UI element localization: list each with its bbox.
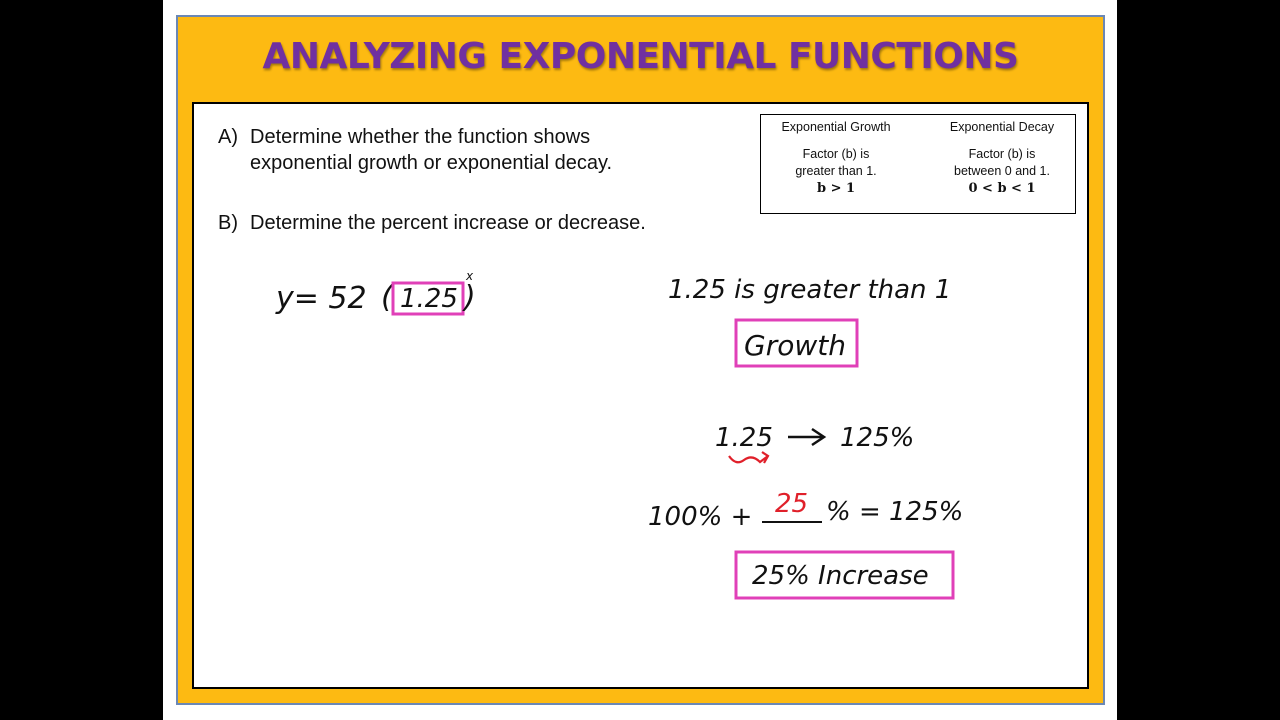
close-paren: ) — [462, 280, 476, 315]
equation-base: 1.25 — [400, 284, 458, 314]
reference-growth-rule: b > 1 — [816, 181, 856, 196]
reference-decay: Exponential Decay Factor (b) is between … — [927, 119, 1077, 197]
reference-box: Exponential Growth Factor (b) is greater… — [760, 114, 1076, 214]
sum-left: 100% + — [648, 502, 752, 532]
reference-growth: Exponential Growth Factor (b) is greater… — [761, 119, 911, 197]
slide-title: ANALYZING EXPONENTIAL FUNCTIONS — [262, 36, 1019, 77]
sum-blank-answer: 25 — [775, 489, 808, 519]
question-b: B) Determine the percent increase or decr… — [218, 209, 646, 238]
answer-a: Growth — [744, 329, 846, 362]
reference-growth-line2: greater than 1. — [795, 164, 877, 178]
decimal-shift-arrow-icon — [728, 451, 770, 464]
equation-exponent: x — [465, 269, 474, 283]
equation-lhs: y= 52 — [275, 281, 367, 316]
answer-b: 25% Increase — [752, 561, 929, 591]
question-a-text: Determine whether the function shows — [250, 126, 591, 148]
base-highlight-box — [391, 281, 465, 316]
arrow-head-icon — [811, 427, 827, 447]
sum-right: % = 125% — [826, 497, 963, 527]
open-paren: ( — [381, 280, 394, 315]
question-a-label: A) — [218, 126, 238, 148]
reference-growth-heading: Exponential Growth — [781, 120, 891, 134]
question-b-text: Determine the percent increase or decrea… — [250, 212, 646, 234]
question-b-label: B) — [218, 212, 238, 234]
question-a-text-line2: exponential growth or exponential decay. — [250, 152, 613, 174]
content-panel — [192, 102, 1089, 689]
increase-highlight-box — [734, 550, 955, 600]
reference-decay-line1: Factor (b) is — [968, 147, 1036, 161]
comparison-note: 1.25 is greater than 1 — [668, 275, 951, 305]
growth-highlight-box — [734, 318, 859, 368]
reference-decay-line2: between 0 and 1. — [954, 164, 1050, 178]
conversion-from: 1.25 — [715, 423, 773, 453]
question-a: A) Determine whether the function shows — [218, 123, 590, 152]
reference-decay-rule: 0 < b < 1 — [968, 181, 1036, 196]
reference-decay-heading: Exponential Decay — [949, 120, 1055, 134]
conversion-to: 125% — [840, 423, 914, 453]
reference-growth-line1: Factor (b) is — [802, 147, 870, 161]
